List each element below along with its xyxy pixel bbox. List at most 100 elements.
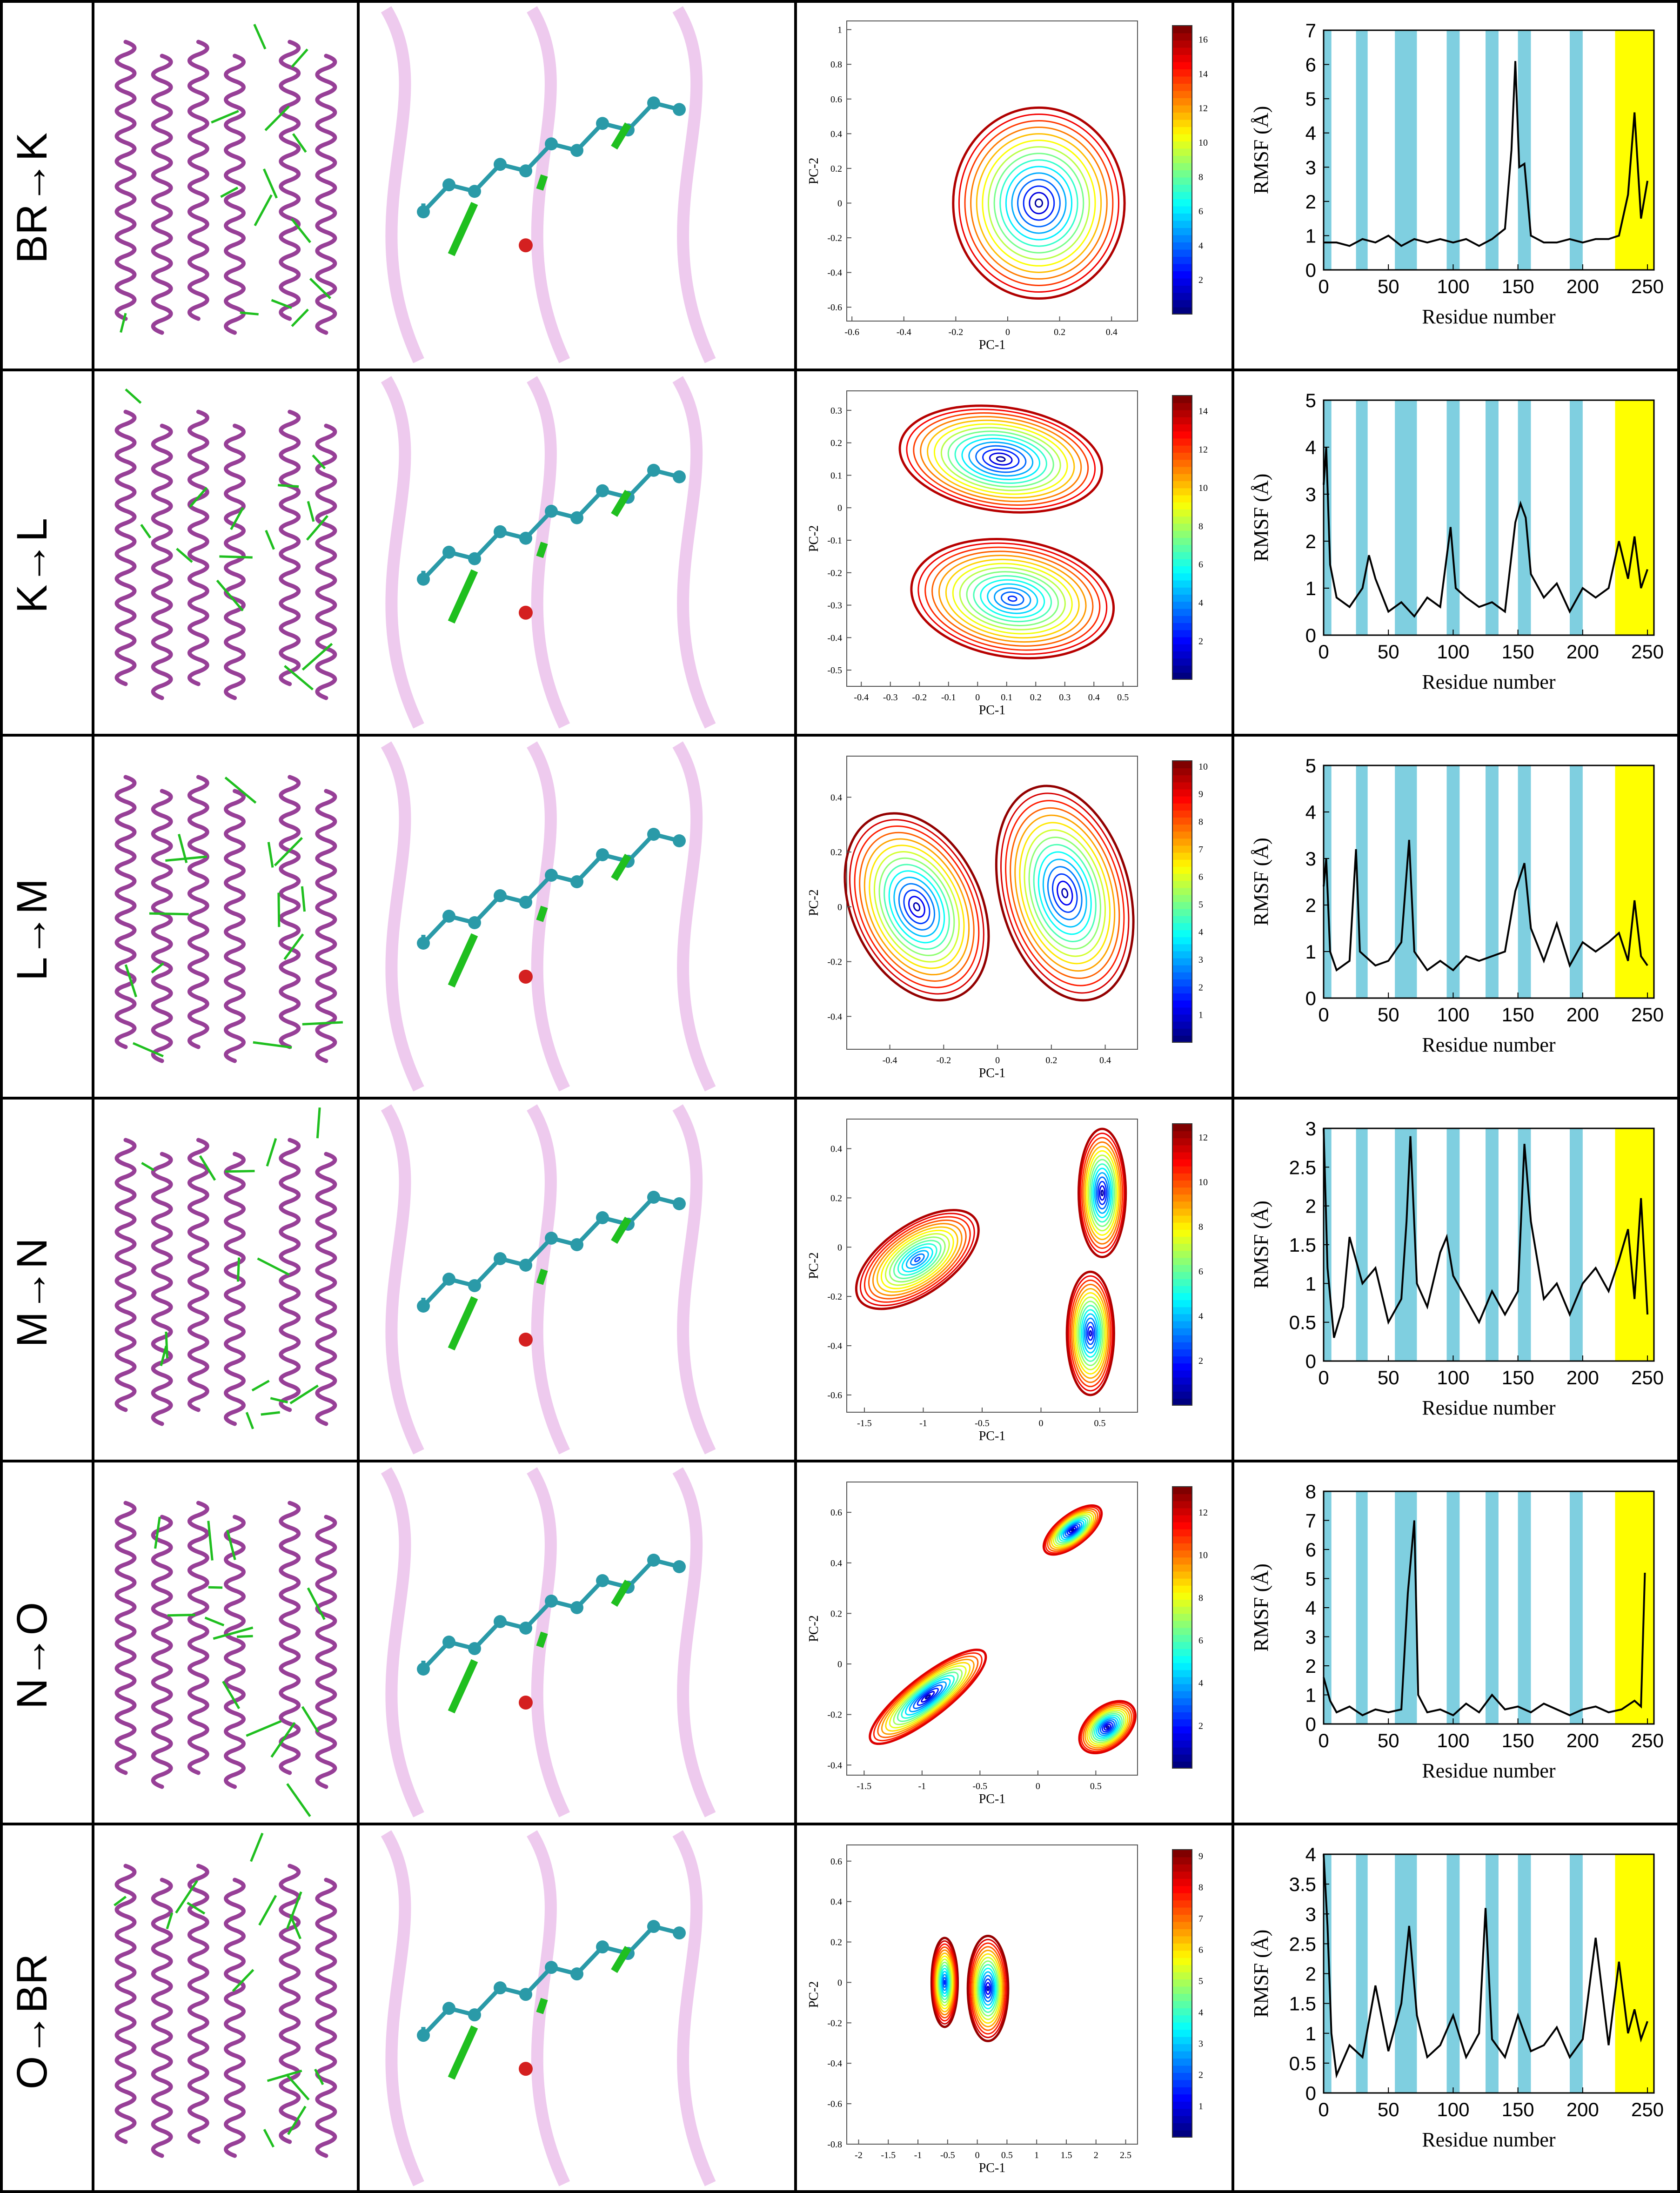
helix-ribbon: [187, 1501, 209, 1775]
colorbar-segment: [1172, 263, 1192, 271]
pca-cluster: [898, 404, 1103, 514]
rmsf-plot-frame: [1323, 29, 1655, 271]
colorbar-segment: [1172, 972, 1192, 979]
colorbar-segment: [1172, 810, 1192, 818]
colorbar-segment: [1172, 566, 1192, 574]
colorbar-segment: [1172, 2123, 1192, 2131]
contour-level: [945, 558, 1080, 639]
pca-cluster: [910, 538, 1115, 660]
mode-vector-arrow: [222, 1681, 241, 1710]
pca-cluster: [869, 1649, 987, 1745]
pca-y-tick-label: -0.4: [827, 1012, 842, 1022]
colorbar-segment: [1172, 573, 1192, 581]
colorbar-segment: [1172, 2022, 1192, 2030]
rmsf-y-axis-label: RMSF (Å): [1250, 1930, 1272, 2018]
rmsf-plot: 0 50 100 150 200 250 0 0.5 1 1.5 2 2.5 3 Residue numb…: [1250, 1118, 1664, 1419]
mode-vector-arrow: [271, 299, 292, 309]
colorbar-segment: [1172, 1663, 1192, 1670]
rmsf-y-tick-label: 2: [1305, 191, 1316, 213]
contour-level: [924, 1694, 931, 1700]
water-oxygen: [519, 1696, 533, 1710]
mode-vector-arrow: [151, 962, 164, 974]
colorbar-segment: [1172, 191, 1192, 199]
colorbar-segment: [1172, 1885, 1192, 1893]
colorbar-segment: [1172, 1634, 1192, 1642]
colorbar-segment: [1172, 775, 1192, 783]
colorbar-segment: [1172, 292, 1192, 300]
pca-y-tick-label: 0.4: [830, 129, 842, 139]
contour-level: [985, 1982, 991, 1995]
mode-vector-arrow: [199, 1155, 216, 1181]
colorbar-segment: [1172, 1627, 1192, 1635]
colorbar-segment: [1172, 1850, 1192, 1858]
colorbar-segment: [1172, 61, 1192, 69]
mode-vector-arrow: [611, 853, 631, 881]
colorbar-segment: [1172, 1250, 1192, 1258]
pca-cluster: [843, 812, 990, 1002]
colorbar-segment: [1172, 852, 1192, 860]
contour-level: [940, 1967, 950, 1998]
colorbar-tick-label: 4: [1198, 598, 1203, 608]
contour-level: [888, 870, 945, 944]
mode-vector-arrow: [611, 1946, 631, 1973]
helix-ribbon: [279, 40, 301, 321]
contour-level: [1084, 1317, 1097, 1349]
pca-x-tick-label: 0.1: [1001, 692, 1012, 703]
rmsf-y-tick-label: 4: [1305, 1844, 1316, 1865]
pca-x-tick-label: -2: [855, 2150, 863, 2160]
rmsf-y-tick-label: 7: [1305, 20, 1316, 41]
helix-backbone: [527, 6, 570, 363]
contour-level: [993, 153, 1084, 254]
pca-y-axis-label: PC-2: [807, 1615, 821, 1642]
figure-row: M→N -1.5 -1 -0.5 0 0.5 -0.6 -0.4 -0.2 0 0.2 0.4 PC-1…: [8, 1104, 1664, 1455]
helix-ribbon: [151, 789, 173, 1063]
rmsf-x-tick-label: 150: [1502, 275, 1534, 297]
mode-vector-arrow: [225, 1170, 255, 1173]
colorbar-segment: [1172, 1124, 1192, 1132]
pca-y-tick-label: 0: [837, 902, 842, 912]
contour-level: [869, 845, 965, 969]
rmsf-x-tick-label: 0: [1318, 641, 1329, 663]
pca-cluster: [1065, 1270, 1115, 1396]
pca-y-tick-label: 0.3: [830, 406, 842, 416]
contour-level: [982, 1975, 994, 2002]
pca-y-tick-label: -0.2: [827, 1292, 842, 1302]
mode-vector-arrow: [448, 201, 478, 256]
helix-backbone: [672, 1830, 716, 2186]
contour-level: [968, 441, 1034, 477]
mode-vector-arrow: [253, 24, 267, 50]
pca-y-axis-label: PC-2: [807, 1981, 821, 2008]
pca-x-tick-label: -1: [918, 1781, 926, 1791]
pca-x-tick-label: 0.4: [1088, 692, 1100, 703]
rmsf-x-tick-label: 100: [1437, 275, 1469, 297]
colorbar-segment: [1172, 424, 1192, 432]
colorbar-segment: [1172, 951, 1192, 959]
transition-label: L→M: [8, 879, 56, 981]
c-terminal-band: [1615, 400, 1654, 635]
contour-level: [1065, 1270, 1115, 1396]
colorbar-segment: [1172, 1648, 1192, 1656]
rmsf-y-tick-label: 4: [1305, 1597, 1316, 1619]
rmsf-y-axis-label: RMSF (Å): [1250, 1563, 1272, 1652]
pca-plot-frame: [846, 20, 1138, 322]
colorbar-tick-label: 8: [1198, 817, 1203, 827]
colorbar-segment: [1172, 796, 1192, 804]
colorbar-segment: [1172, 2036, 1192, 2045]
rmsf-y-tick-label: 3: [1305, 1118, 1316, 1140]
helix-band: [1570, 1491, 1583, 1724]
helix-ribbon: [151, 1878, 173, 2158]
contour-level: [889, 1236, 946, 1283]
mode-vector-arrow: [220, 187, 239, 198]
helix-ribbon: [224, 1152, 246, 1426]
colorbar-segment: [1172, 1229, 1192, 1237]
pca-cluster: [995, 785, 1135, 1002]
contour-level: [1102, 1722, 1113, 1733]
pca-y-tick-label: -0.4: [827, 268, 842, 278]
contour-level: [1072, 1288, 1109, 1379]
colorbar-tick-label: 3: [1198, 2039, 1203, 2049]
colorbar-segment: [1172, 1159, 1192, 1167]
rmsf-y-tick-label: 4: [1305, 801, 1316, 823]
mode-vector-arrow: [261, 1411, 280, 1416]
colorbar-segment: [1172, 2115, 1192, 2124]
contour-level: [933, 1946, 956, 2019]
